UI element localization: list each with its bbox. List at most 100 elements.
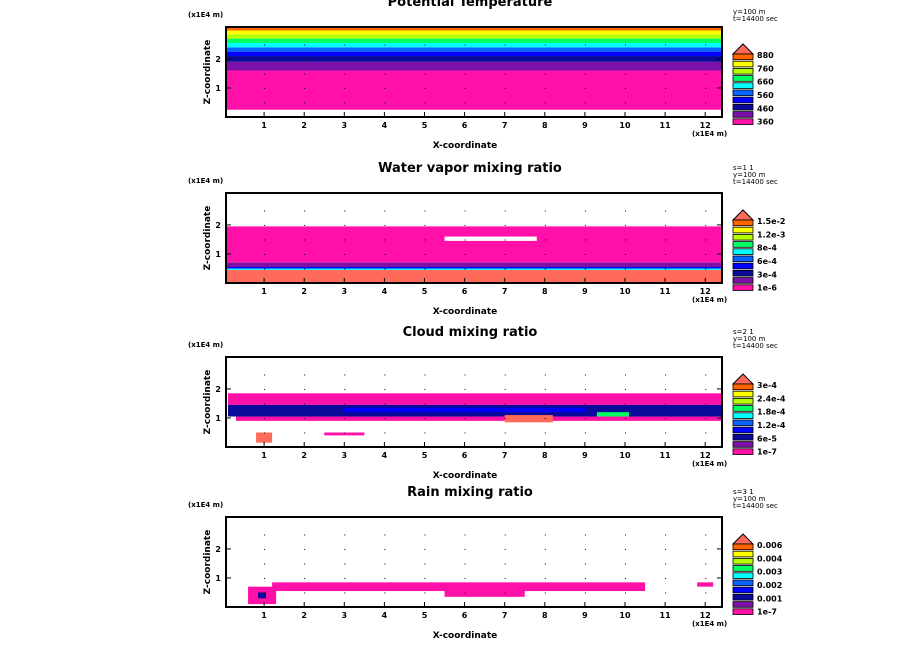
- grid-dot: [625, 253, 626, 255]
- grid-dot: [304, 432, 306, 434]
- grid-dot: [264, 87, 266, 89]
- grid-dot: [665, 224, 667, 226]
- grid-dot: [625, 534, 626, 536]
- grid-dot: [264, 268, 266, 270]
- grid-dot: [384, 210, 386, 212]
- colorbar-swatch: [732, 277, 754, 284]
- grid-dot: [544, 73, 546, 75]
- grid-dot: [464, 253, 466, 255]
- annotation-text: y=100 m: [733, 335, 766, 343]
- grid-dot: [504, 432, 506, 434]
- colorbar-label: 1e-6: [757, 284, 777, 293]
- x-axis-label: X-coordinate: [433, 471, 498, 481]
- z-unit-label: (x1E4 m): [188, 177, 223, 185]
- contour-band: [226, 56, 722, 62]
- x-tick-label: 10: [619, 287, 631, 296]
- grid-dot: [424, 432, 426, 434]
- panel-4: Rain mixing ratio (x1E4 m) (x1E4 m) X-coord…: [188, 485, 783, 641]
- panel-1: Potential Temperature (x1E4 m) (x1E4 m) X-c…: [188, 0, 778, 151]
- grid-dot: [344, 210, 346, 212]
- panel-title: Cloud mixing ratio: [403, 325, 538, 340]
- grid-dot: [344, 388, 346, 390]
- grid-dot: [705, 73, 707, 75]
- contour-band: [226, 30, 722, 35]
- grid-dot: [544, 224, 546, 226]
- grid-dot: [584, 58, 586, 60]
- grid-dot: [464, 102, 466, 104]
- x-tick-label: 1: [261, 451, 267, 460]
- grid-dot: [665, 268, 667, 270]
- contour-band: [226, 47, 722, 52]
- x-unit-label: (x1E4 m): [692, 296, 727, 304]
- grid-dot: [504, 58, 506, 60]
- grid-dot: [424, 417, 426, 419]
- grid-dot: [344, 102, 346, 104]
- colorbar-label: 1e-7: [757, 608, 777, 617]
- colorbar-tip: [731, 533, 755, 545]
- grid-dot: [625, 268, 626, 270]
- grid-dot: [665, 548, 667, 550]
- x-tick-label: 11: [660, 611, 672, 620]
- x-tick-label: 3: [342, 611, 348, 620]
- grid-dot: [344, 592, 346, 594]
- grid-dot: [705, 563, 707, 565]
- grid-dot: [584, 253, 586, 255]
- annotation-text: s=3 1: [733, 488, 754, 496]
- grid-dot: [304, 417, 306, 419]
- grid-dot: [304, 563, 306, 565]
- grid-dot: [464, 44, 466, 46]
- grid-dot: [625, 44, 626, 46]
- panel-title: Water vapor mixing ratio: [378, 161, 562, 176]
- grid-dot: [625, 403, 626, 405]
- grid-dot: [304, 102, 306, 104]
- grid-dot: [544, 388, 546, 390]
- grid-dot: [705, 102, 707, 104]
- grid-dot: [584, 592, 586, 594]
- grid-dot: [464, 224, 466, 226]
- x-tick-label: 3: [342, 451, 348, 460]
- contour-band: [226, 42, 722, 48]
- grid-dot: [424, 239, 426, 241]
- colorbar-label: 0.004: [757, 554, 783, 563]
- grid-dot: [304, 87, 306, 89]
- colorbar-swatch: [732, 104, 754, 111]
- panel-2: Water vapor mixing ratio (x1E4 m) (x1E4 m)…: [188, 161, 785, 317]
- z-axis-label: Z-coordinate: [203, 370, 213, 435]
- grid-dot: [705, 44, 707, 46]
- contour-band: [344, 407, 585, 413]
- grid-dot: [705, 224, 707, 226]
- grid-dot: [544, 563, 546, 565]
- colorbar-label: 660: [757, 78, 774, 87]
- grid-dot: [504, 210, 506, 212]
- grid-dot: [304, 253, 306, 255]
- z-tick-label: 2: [215, 385, 221, 394]
- x-tick-label: 8: [542, 611, 548, 620]
- grid-dot: [464, 577, 466, 579]
- plot-frame: [225, 356, 723, 448]
- grid-dot: [544, 534, 546, 536]
- grid-dot: [665, 102, 667, 104]
- contour-band: [236, 416, 722, 421]
- grid-dot: [665, 534, 667, 536]
- z-tick-label: 1: [215, 250, 221, 259]
- grid-dot: [304, 577, 306, 579]
- grid-dot: [264, 239, 266, 241]
- grid-dot: [344, 44, 346, 46]
- grid-dot: [584, 239, 586, 241]
- grid-dot: [504, 417, 506, 419]
- grid-dot: [705, 403, 707, 405]
- contour-band: [226, 70, 722, 110]
- grid-dot: [304, 534, 306, 536]
- contour-band: [504, 415, 553, 423]
- grid-dot: [464, 417, 466, 419]
- grid-dot: [424, 577, 426, 579]
- x-tick-label: 6: [462, 451, 468, 460]
- grid-dot: [584, 403, 586, 405]
- grid-dot: [264, 44, 266, 46]
- colorbar-label: 0.003: [757, 568, 782, 577]
- grid-dot: [584, 224, 586, 226]
- x-tick-label: 2: [301, 287, 307, 296]
- colorbar-swatch: [732, 75, 754, 82]
- grid-dot: [464, 374, 466, 376]
- grid-dot: [625, 374, 626, 376]
